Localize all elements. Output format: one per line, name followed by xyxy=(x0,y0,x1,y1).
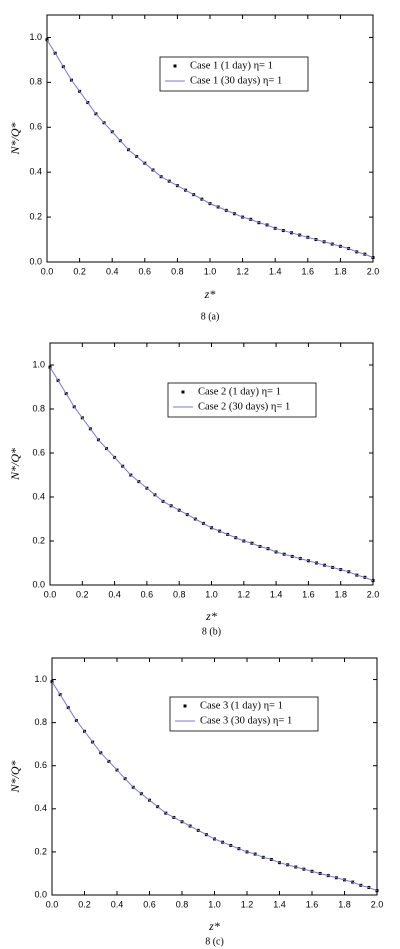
legend-marker xyxy=(173,64,177,68)
x-tick-label: 1.2 xyxy=(241,899,254,909)
y-axis-label: N*/Q* xyxy=(8,760,22,793)
legend-marker xyxy=(183,704,187,708)
x-tick-label: 1.4 xyxy=(269,266,282,276)
x-axis-label: z* xyxy=(205,609,217,623)
y-axis-label: N*/Q* xyxy=(8,122,22,155)
x-tick-label: 1.8 xyxy=(338,899,351,909)
x-axis-label: z* xyxy=(204,287,216,301)
x-tick-label: 0.2 xyxy=(73,266,86,276)
series-line xyxy=(46,39,374,258)
y-tick-label: 0.4 xyxy=(34,803,47,813)
legend-marker xyxy=(181,390,185,394)
y-tick-label: 0.4 xyxy=(29,167,42,177)
caption: 8 (c) xyxy=(205,936,224,947)
y-tick-label: 1.0 xyxy=(32,359,45,369)
x-tick-label: 0.4 xyxy=(108,589,121,599)
x-tick-label: 0.8 xyxy=(171,266,184,276)
x-tick-label: 0.0 xyxy=(46,899,59,909)
x-tick-label: 0.8 xyxy=(173,589,186,599)
x-tick-label: 1.2 xyxy=(238,589,251,599)
x-tick-label: 0.2 xyxy=(78,899,91,909)
y-tick-label: 0.8 xyxy=(29,77,42,87)
x-tick-label: 1.6 xyxy=(306,899,319,909)
plot-frame xyxy=(49,342,374,586)
x-tick-label: 2.0 xyxy=(367,589,380,599)
x-tick-label: 1.0 xyxy=(204,266,217,276)
x-tick-label: 0.6 xyxy=(143,899,156,909)
x-tick-label: 0.0 xyxy=(41,266,54,276)
x-tick-label: 0.4 xyxy=(106,266,119,276)
x-tick-label: 2.0 xyxy=(367,266,380,276)
caption: 8 (a) xyxy=(201,311,220,322)
x-tick-label: 1.0 xyxy=(205,589,218,599)
y-tick-label: 0.6 xyxy=(34,760,47,770)
x-tick-label: 2.0 xyxy=(371,899,384,909)
y-tick-label: 0.0 xyxy=(32,579,45,589)
y-tick-label: 0.2 xyxy=(29,211,42,221)
y-axis-label: N*/Q* xyxy=(8,448,22,481)
x-tick-label: 1.6 xyxy=(302,589,315,599)
x-tick-label: 1.2 xyxy=(236,266,249,276)
x-tick-label: 1.8 xyxy=(334,589,347,599)
y-tick-label: 0.8 xyxy=(34,717,47,727)
y-tick-label: 1.0 xyxy=(29,32,42,42)
caption: 8 (b) xyxy=(202,626,221,637)
legend-label: Case 2 (1 day) η= 1 xyxy=(198,386,281,397)
plot-frame xyxy=(46,14,374,263)
series-line xyxy=(51,681,378,892)
y-tick-label: 0.2 xyxy=(32,535,45,545)
x-tick-label: 0.2 xyxy=(76,589,89,599)
legend-label: Case 3 (1 day) η= 1 xyxy=(200,700,283,711)
y-tick-label: 0.6 xyxy=(29,122,42,132)
legend-label: Case 2 (30 days) η= 1 xyxy=(198,401,290,412)
legend-box xyxy=(167,382,317,418)
x-tick-label: 1.8 xyxy=(334,266,347,276)
x-tick-label: 1.4 xyxy=(270,589,283,599)
y-tick-label: 0.0 xyxy=(29,256,42,266)
y-tick-label: 0.6 xyxy=(32,447,45,457)
legend-label: Case 1 (1 day) η= 1 xyxy=(190,60,273,71)
x-tick-label: 0.4 xyxy=(111,899,124,909)
y-tick-label: 0.8 xyxy=(32,403,45,413)
y-tick-label: 0.2 xyxy=(34,846,47,856)
x-tick-label: 1.0 xyxy=(208,899,221,909)
x-tick-label: 0.6 xyxy=(141,589,154,599)
x-tick-label: 1.6 xyxy=(302,266,315,276)
x-tick-label: 0.8 xyxy=(176,899,189,909)
y-tick-label: 1.0 xyxy=(34,674,47,684)
x-axis-label: z* xyxy=(208,919,220,933)
y-tick-label: 0.4 xyxy=(32,491,45,501)
x-tick-label: 0.6 xyxy=(139,266,152,276)
plot-frame xyxy=(51,657,378,896)
legend-label: Case 1 (30 days) η= 1 xyxy=(190,75,282,86)
y-tick-label: 0.0 xyxy=(34,889,47,899)
x-tick-label: 1.4 xyxy=(273,899,286,909)
legend-box xyxy=(159,56,309,92)
x-tick-label: 0.0 xyxy=(44,589,57,599)
legend-label: Case 3 (30 days) η= 1 xyxy=(200,715,292,726)
legend-box xyxy=(169,696,319,732)
series-line xyxy=(49,366,374,582)
